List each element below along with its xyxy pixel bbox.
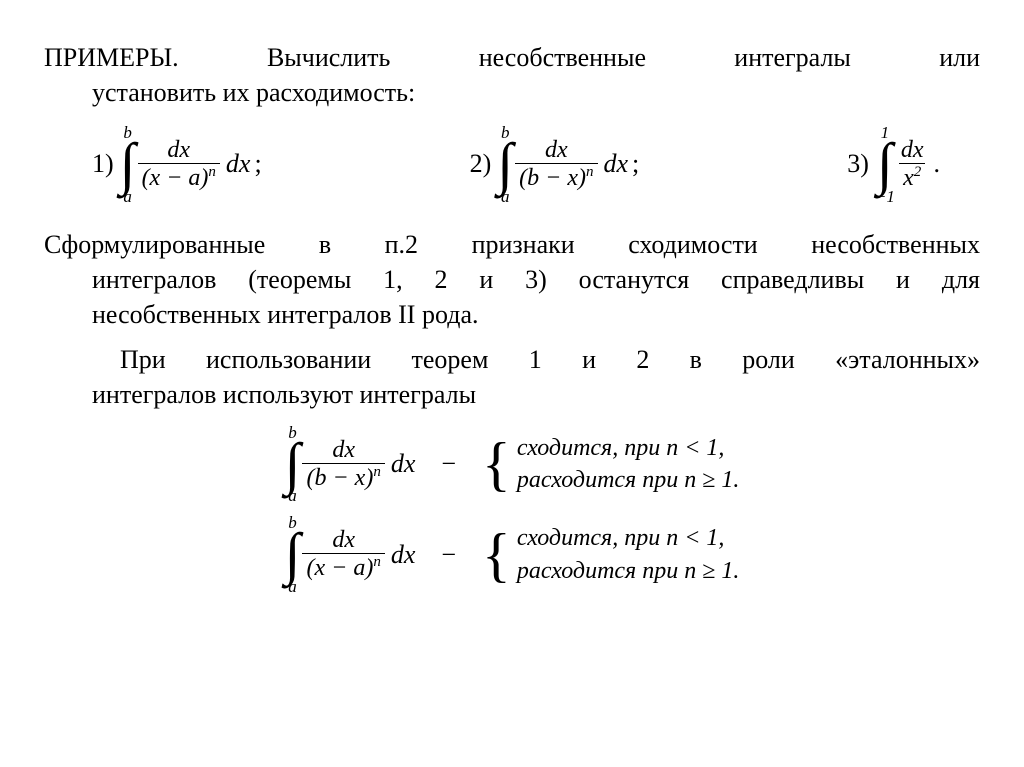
integral: b ∫ a dx (x − a)n xyxy=(120,124,222,204)
lower-bound: a xyxy=(501,188,510,205)
lower-bound: a xyxy=(288,487,297,504)
cases: { сходится, при n < 1, расходится при n … xyxy=(482,432,739,497)
punct: . xyxy=(934,149,941,179)
numerator: dx xyxy=(541,138,572,163)
case-converge: сходится, при n < 1, xyxy=(517,432,740,464)
integral-symbol-icon: ∫ xyxy=(285,531,301,577)
dash: − xyxy=(441,540,456,570)
integral: 1 ∫ −1 dx x2 xyxy=(875,124,930,204)
trailing-dx: dx xyxy=(391,449,416,479)
cases: { сходится, при n < 1, расходится при n … xyxy=(482,522,739,587)
fraction: dx (b − x)n xyxy=(515,138,597,191)
numerator: dx xyxy=(163,138,194,163)
integral: b ∫ a dx (b − x)n dx xyxy=(285,424,416,504)
lower-bound: −1 xyxy=(875,188,895,205)
denominator: x2 xyxy=(899,163,925,191)
integral-symbol-icon: ∫ xyxy=(285,441,301,487)
case-converge: сходится, при n < 1, xyxy=(517,522,740,554)
example-3: 3) 1 ∫ −1 dx x2 . xyxy=(847,124,940,204)
example-label: 3) xyxy=(847,149,869,179)
lower-bound: a xyxy=(123,188,132,205)
integral-symbol-icon: ∫ xyxy=(120,141,136,187)
heading-line-2: установить их расходимость: xyxy=(44,75,980,110)
integral-symbol-icon: ∫ xyxy=(877,141,893,187)
integral: b ∫ a dx (b − x)n xyxy=(497,124,599,204)
examples-row: 1) b ∫ a dx (x − a)n dx; 2) b ∫ xyxy=(44,124,980,204)
denominator: (x − a)n xyxy=(138,163,220,191)
punct: ; xyxy=(632,149,639,179)
fraction: dx (b − x)n xyxy=(302,438,384,491)
reference-integrals: b ∫ a dx (b − x)n dx − { сходится, при n… xyxy=(44,424,980,595)
integral-sign: b ∫ a xyxy=(497,124,513,204)
example-2: 2) b ∫ a dx (b − x)n dx; xyxy=(470,124,640,204)
para3-line1: При использовании теорем 1 и 2 в роли «э… xyxy=(44,342,980,377)
brace-icon: { xyxy=(482,531,511,579)
numerator: dx xyxy=(328,528,359,553)
trailing-dx: dx xyxy=(391,540,416,570)
case-diverge: расходится при n ≥ 1. xyxy=(517,555,740,587)
brace-icon: { xyxy=(482,440,511,488)
reference-row-1: b ∫ a dx (b − x)n dx − { сходится, при n… xyxy=(285,424,740,504)
reference-row-2: b ∫ a dx (x − a)n dx − { сходится, при n… xyxy=(285,514,740,594)
heading-line-1: ПРИМЕРЫ. Вычислить несобственные интегра… xyxy=(44,40,980,75)
case-diverge: расходится при n ≥ 1. xyxy=(517,464,740,496)
dash: − xyxy=(441,449,456,479)
numerator: dx xyxy=(328,438,359,463)
fraction: dx x2 xyxy=(897,138,928,191)
example-1: 1) b ∫ a dx (x − a)n dx; xyxy=(92,124,262,204)
paragraph-3: При использовании теорем 1 и 2 в роли «э… xyxy=(44,342,980,412)
numerator: dx xyxy=(897,138,928,163)
denominator: (b − x)n xyxy=(302,463,384,491)
integral-symbol-icon: ∫ xyxy=(497,141,513,187)
para2-line3: несобственных интегралов II рода. xyxy=(44,297,980,332)
heading-block: ПРИМЕРЫ. Вычислить несобственные интегра… xyxy=(44,40,980,110)
example-label: 2) xyxy=(470,149,492,179)
denominator: (x − a)n xyxy=(302,553,384,581)
fraction: dx (x − a)n xyxy=(302,528,384,581)
paragraph-2: Сформулированные в п.2 признаки сходимос… xyxy=(44,227,980,332)
integral-sign: b ∫ a xyxy=(285,424,301,504)
trailing-dx: dx xyxy=(226,149,251,179)
integral: b ∫ a dx (x − a)n dx xyxy=(285,514,416,594)
page: ПРИМЕРЫ. Вычислить несобственные интегра… xyxy=(0,0,1024,595)
integral-sign: b ∫ a xyxy=(285,514,301,594)
para2-line1: Сформулированные в п.2 признаки сходимос… xyxy=(44,227,980,262)
integral-sign: b ∫ a xyxy=(120,124,136,204)
punct: ; xyxy=(254,149,261,179)
fraction: dx (x − a)n xyxy=(138,138,220,191)
trailing-dx: dx xyxy=(604,149,629,179)
denominator: (b − x)n xyxy=(515,163,597,191)
para3-line2: интегралов используют интегралы xyxy=(44,377,980,412)
lower-bound: a xyxy=(288,578,297,595)
integral-sign: 1 ∫ −1 xyxy=(875,124,895,204)
example-label: 1) xyxy=(92,149,114,179)
para2-line2: интегралов (теоремы 1, 2 и 3) останутся … xyxy=(44,262,980,297)
